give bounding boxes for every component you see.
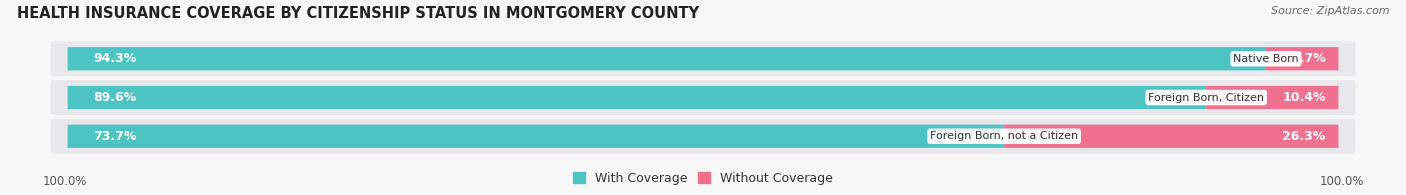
FancyBboxPatch shape [1206,86,1339,109]
FancyBboxPatch shape [67,86,1206,109]
FancyBboxPatch shape [51,41,1355,76]
Text: 10.4%: 10.4% [1282,91,1326,104]
FancyBboxPatch shape [1265,47,1339,70]
Text: 89.6%: 89.6% [93,91,136,104]
FancyBboxPatch shape [67,125,1004,148]
Text: HEALTH INSURANCE COVERAGE BY CITIZENSHIP STATUS IN MONTGOMERY COUNTY: HEALTH INSURANCE COVERAGE BY CITIZENSHIP… [17,6,699,21]
Text: 94.3%: 94.3% [93,52,136,65]
Legend: With Coverage, Without Coverage: With Coverage, Without Coverage [572,172,834,185]
Text: 5.7%: 5.7% [1291,52,1326,65]
Text: 100.0%: 100.0% [42,175,87,188]
Text: Source: ZipAtlas.com: Source: ZipAtlas.com [1271,6,1389,16]
Text: Native Born: Native Born [1233,54,1299,64]
Text: 100.0%: 100.0% [1319,175,1364,188]
Text: Foreign Born, Citizen: Foreign Born, Citizen [1149,92,1264,103]
Text: 73.7%: 73.7% [93,130,136,143]
Text: 26.3%: 26.3% [1282,130,1326,143]
FancyBboxPatch shape [51,80,1355,115]
Text: Foreign Born, not a Citizen: Foreign Born, not a Citizen [931,131,1078,141]
FancyBboxPatch shape [1004,125,1339,148]
FancyBboxPatch shape [67,47,1265,70]
FancyBboxPatch shape [51,119,1355,154]
